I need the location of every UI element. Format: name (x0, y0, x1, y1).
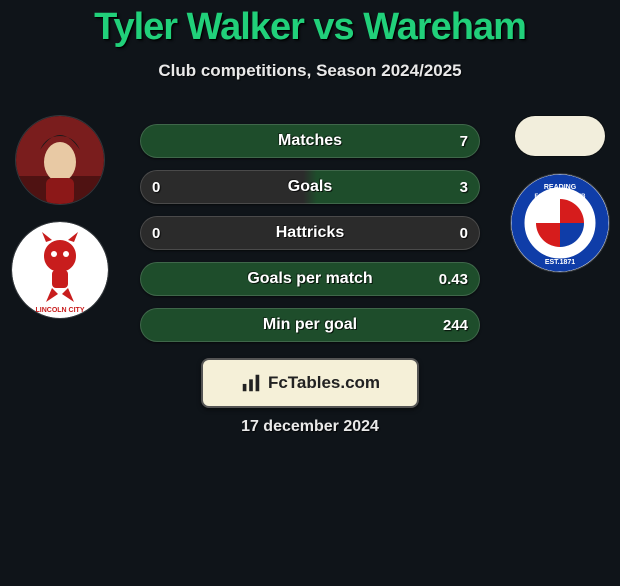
stat-bar: Matches7 (140, 124, 480, 158)
right-column: READING FOOTBALL CLUB EST.1871 (500, 116, 620, 272)
left-column: LINCOLN CITY (0, 116, 120, 318)
stat-label: Matches (140, 124, 480, 158)
stat-label: Goals per match (140, 262, 480, 296)
date-label: 17 december 2024 (0, 418, 620, 436)
right-club-crest: READING FOOTBALL CLUB EST.1871 (511, 174, 609, 272)
left-club-icon: LINCOLN CITY (12, 222, 108, 318)
stat-label: Min per goal (140, 308, 480, 342)
stat-bars: Matches70Goals30Hattricks0Goals per matc… (140, 124, 480, 342)
stat-right-value: 7 (460, 124, 468, 158)
svg-text:READING: READING (544, 184, 577, 191)
stat-right-value: 0 (460, 216, 468, 250)
svg-text:EST.1871: EST.1871 (545, 259, 575, 266)
stat-right-value: 244 (443, 308, 468, 342)
left-player-avatar (16, 116, 104, 204)
brand-box[interactable]: FcTables.com (201, 358, 419, 408)
stat-label: Hattricks (140, 216, 480, 250)
page-title: Tyler Walker vs Wareham (0, 6, 620, 49)
stat-bar: 0Hattricks0 (140, 216, 480, 250)
left-player-icon (16, 116, 104, 204)
page-subtitle: Club competitions, Season 2024/2025 (0, 61, 620, 81)
stat-bar: Min per goal244 (140, 308, 480, 342)
stat-bar: Goals per match0.43 (140, 262, 480, 296)
left-club-crest: LINCOLN CITY (12, 222, 108, 318)
svg-text:LINCOLN CITY: LINCOLN CITY (36, 307, 85, 314)
right-club-icon: READING FOOTBALL CLUB EST.1871 (511, 174, 609, 272)
brand-label: FcTables.com (268, 373, 380, 393)
chart-icon (240, 372, 262, 394)
right-player-avatar (515, 116, 605, 156)
svg-text:FOOTBALL CLUB: FOOTBALL CLUB (535, 194, 587, 200)
stat-bar: 0Goals3 (140, 170, 480, 204)
stat-right-value: 0.43 (439, 262, 468, 296)
stat-right-value: 3 (460, 170, 468, 204)
stat-label: Goals (140, 170, 480, 204)
